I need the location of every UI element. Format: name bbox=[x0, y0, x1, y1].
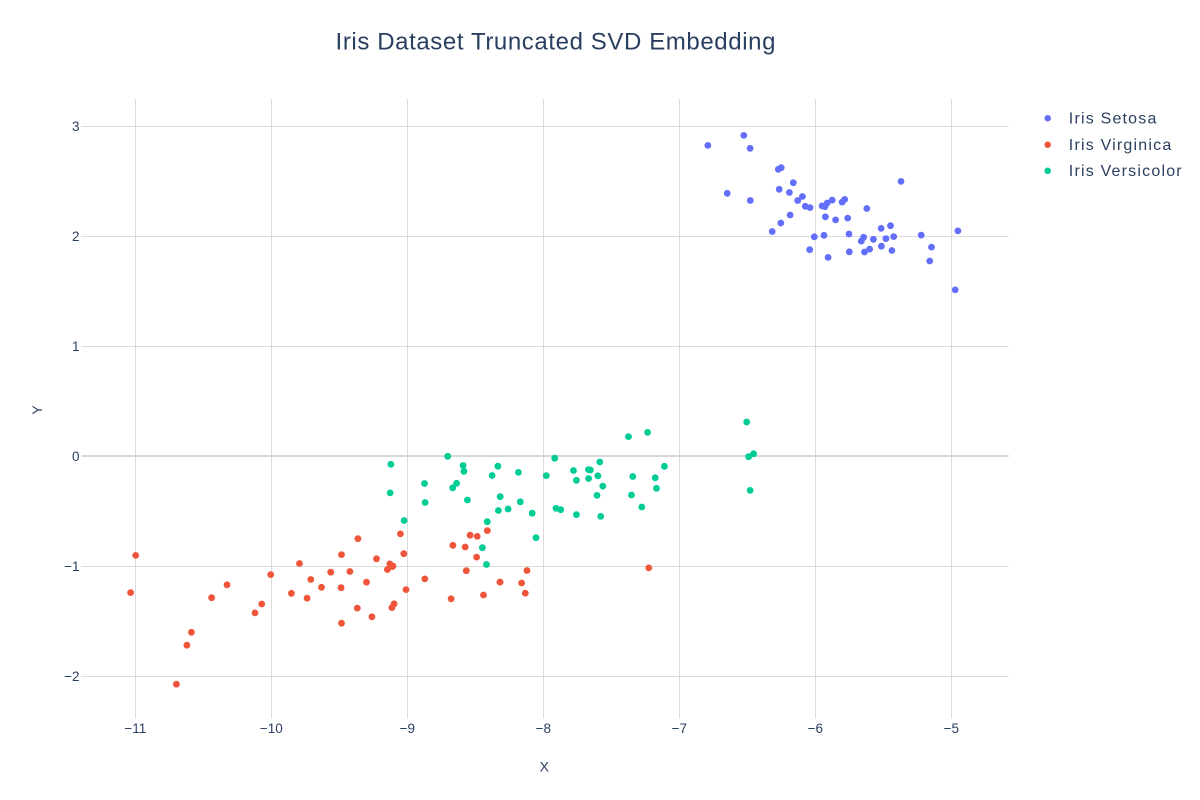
svg-text:0: 0 bbox=[72, 449, 80, 464]
svg-text:−1: −1 bbox=[64, 559, 79, 574]
svg-text:−8: −8 bbox=[536, 721, 551, 736]
svg-text:Y: Y bbox=[29, 405, 45, 415]
svg-text:X: X bbox=[540, 759, 550, 775]
svg-text:Iris Setosa: Iris Setosa bbox=[1069, 111, 1158, 128]
svg-text:−10: −10 bbox=[260, 721, 283, 736]
svg-text:Iris Versicolor: Iris Versicolor bbox=[1069, 163, 1183, 180]
svg-text:−2: −2 bbox=[64, 669, 79, 684]
svg-text:−5: −5 bbox=[944, 721, 959, 736]
svg-text:1: 1 bbox=[72, 339, 80, 354]
svg-text:2: 2 bbox=[72, 229, 80, 244]
svg-text:−11: −11 bbox=[124, 721, 146, 736]
svg-text:Iris Virginica: Iris Virginica bbox=[1069, 137, 1173, 154]
svg-text:−6: −6 bbox=[808, 721, 823, 736]
svg-text:Iris Dataset Truncated SVD Emb: Iris Dataset Truncated SVD Embedding bbox=[336, 29, 776, 56]
svg-text:−9: −9 bbox=[400, 721, 415, 736]
svg-text:3: 3 bbox=[72, 119, 80, 134]
svg-text:−7: −7 bbox=[672, 721, 687, 736]
